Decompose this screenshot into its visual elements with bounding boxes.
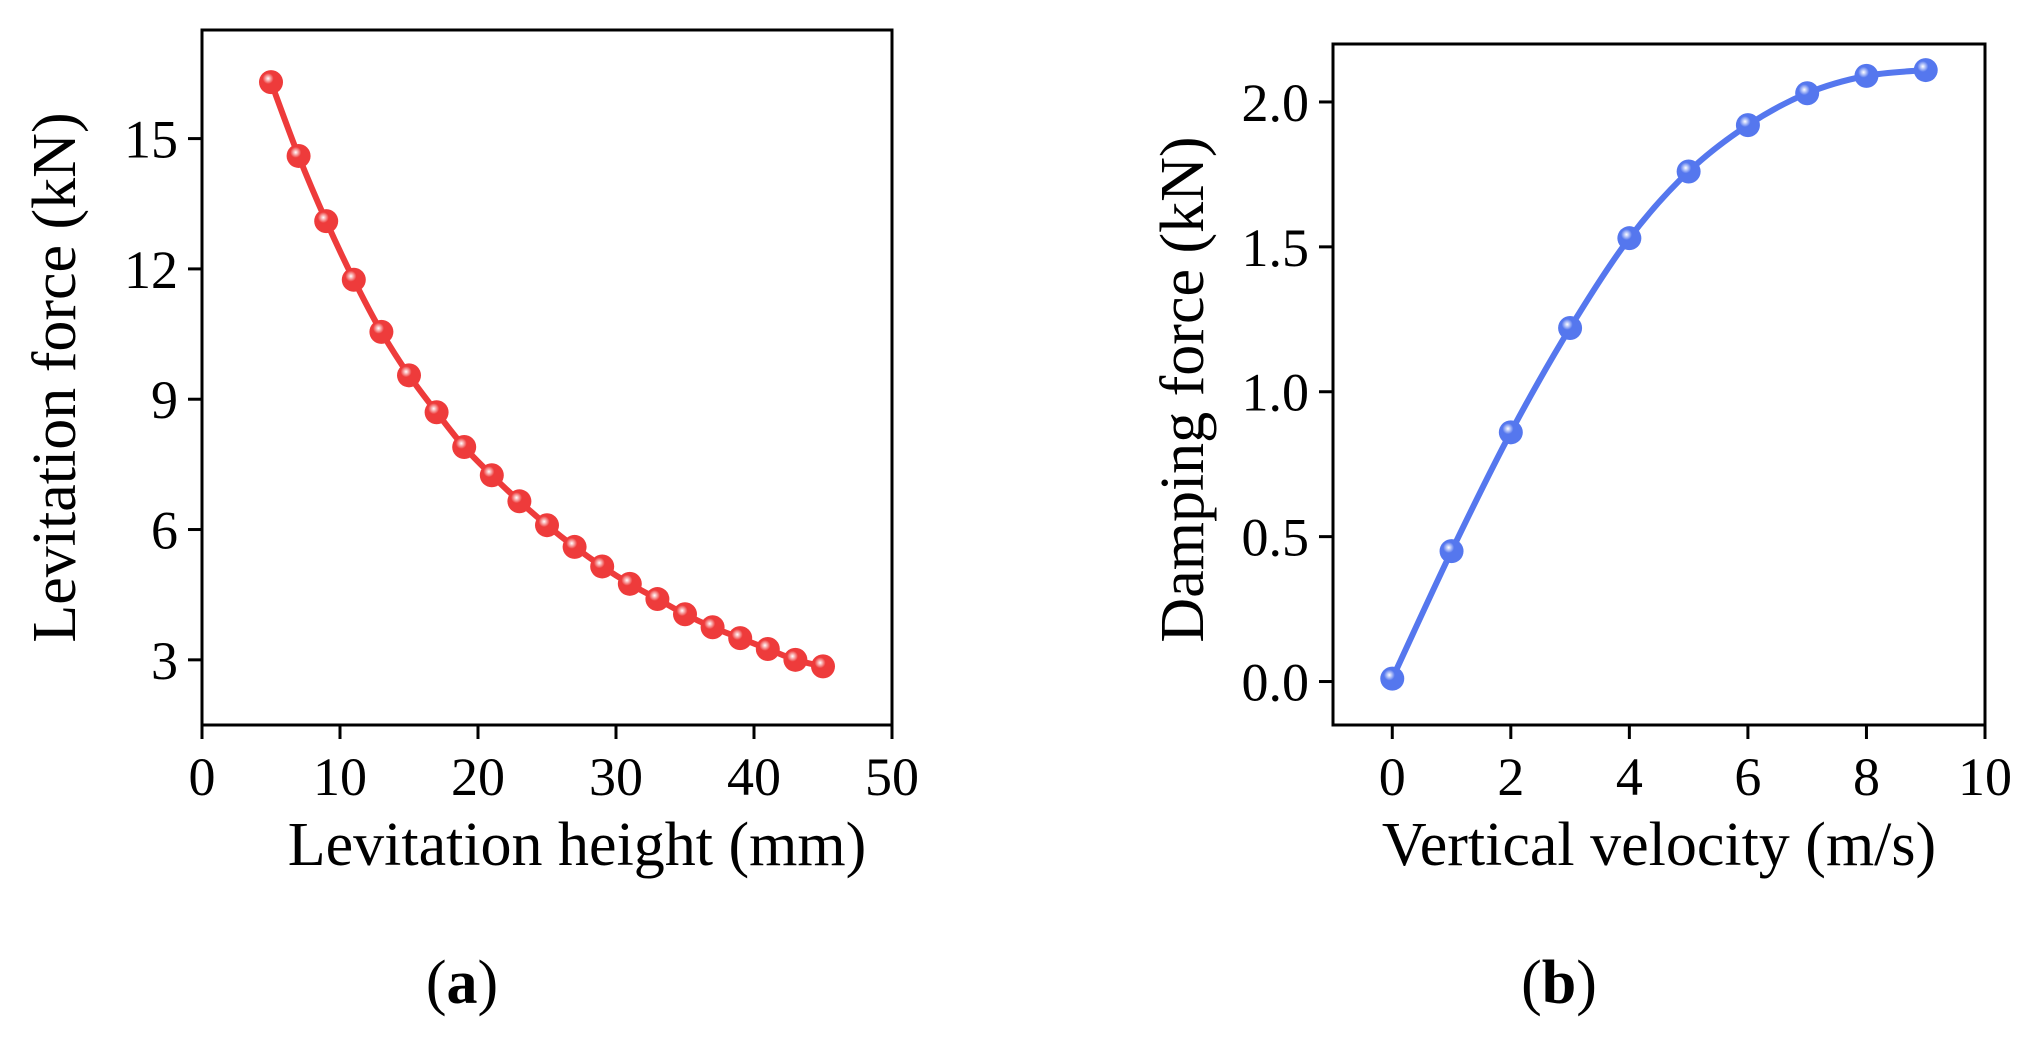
a-x-tick-label: 30 (589, 747, 643, 807)
b-y-tick-label: 1.5 (1242, 218, 1310, 278)
a-y-tick-label: 6 (151, 501, 178, 561)
a-data-point (259, 70, 283, 95)
b-data-point (1380, 666, 1405, 691)
a-series-line (268, 81, 824, 670)
a-data-point (397, 363, 421, 388)
a-data-point (617, 571, 642, 596)
b-x-tick-label: 10 (1958, 747, 2012, 807)
a-data-point (507, 489, 532, 514)
a-data-point (479, 463, 504, 488)
b-x-axis-title: Vertical velocity (m/s) (1382, 811, 1936, 879)
b-data-point (1676, 159, 1701, 184)
b-data-point (1854, 63, 1879, 88)
a-data-point (562, 534, 587, 559)
b-series-line (1389, 67, 1927, 680)
panel-a-caption: (a) (426, 949, 498, 1017)
b-y-tick-label: 0.5 (1242, 508, 1310, 568)
a-data-point (286, 143, 311, 168)
panel-b-chart: 0 2 4 6 8 10 0.0 0.5 1.0 1.5 2.0 Vertical velocity … (1149, 42, 2012, 879)
a-data-point (811, 654, 835, 679)
a-data-point (755, 636, 780, 661)
a-data-point (369, 319, 394, 344)
b-data-point (1558, 315, 1583, 340)
b-data-point (1795, 81, 1820, 106)
a-y-tick-label: 9 (151, 370, 178, 430)
a-data-point (590, 554, 615, 579)
a-x-tick-label: 0 (189, 747, 216, 807)
b-x-tick-label: 0 (1379, 747, 1406, 807)
a-x-axis-title: Levitation height (mm) (288, 811, 867, 879)
a-data-point (700, 615, 725, 640)
panel-b-caption: (b) (1521, 949, 1597, 1017)
b-x-tick-label: 2 (1497, 747, 1524, 807)
a-x-tick-label: 10 (313, 747, 367, 807)
b-y-tick-label: 1.0 (1242, 363, 1310, 423)
a-data-point (673, 602, 697, 627)
a-data-point (728, 626, 753, 651)
a-data-point (783, 647, 808, 672)
b-y-axis-title: Damping force (kN) (1149, 136, 1217, 642)
a-y-tick-label: 15 (124, 110, 178, 170)
b-y-tick-label: 2.0 (1242, 73, 1310, 133)
panel-a-chart: 0 10 20 30 40 50 3 6 9 12 15 Levitation height (mm)… (21, 28, 919, 879)
a-x-tick-label: 40 (727, 747, 781, 807)
a-x-tick-label: 50 (865, 747, 919, 807)
b-data-point (1439, 539, 1464, 564)
a-data-point (535, 513, 559, 538)
b-y-tick-label: 0.0 (1242, 653, 1310, 713)
a-y-axis-title: Levitation force (kN) (21, 112, 89, 642)
a-data-point (341, 267, 366, 292)
b-x-tick-label: 6 (1734, 747, 1761, 807)
a-x-tick-label: 20 (451, 747, 505, 807)
b-data-point (1735, 113, 1760, 138)
a-data-point (424, 400, 449, 425)
a-y-tick-label: 12 (124, 240, 178, 300)
a-data-point (645, 587, 670, 612)
b-data-point (1913, 58, 1938, 83)
b-data-point (1498, 420, 1523, 445)
b-x-tick-label: 4 (1616, 747, 1643, 807)
b-x-tick-label: 8 (1853, 747, 1880, 807)
a-data-point (452, 435, 477, 459)
a-y-tick-label: 3 (151, 631, 178, 691)
a-plot-frame (200, 28, 894, 727)
b-plot-frame (1331, 42, 1987, 727)
a-data-point (314, 209, 339, 234)
b-data-point (1617, 226, 1642, 251)
